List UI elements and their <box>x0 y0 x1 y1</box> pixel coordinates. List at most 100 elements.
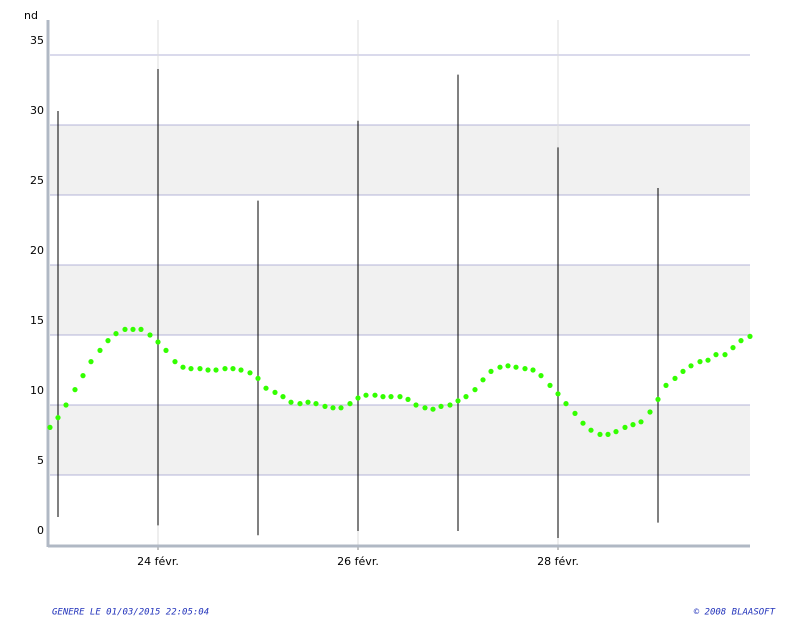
data-dot <box>597 431 603 437</box>
data-dot <box>672 375 678 381</box>
data-dot <box>272 389 278 395</box>
data-dot <box>488 368 494 374</box>
data-dot <box>130 326 136 332</box>
grid-band <box>50 125 750 195</box>
data-dot <box>497 364 503 370</box>
data-dot <box>105 338 111 344</box>
data-dot <box>580 420 586 426</box>
data-dot <box>705 357 711 363</box>
data-dot <box>713 352 719 358</box>
data-dot <box>205 367 211 373</box>
data-dot <box>47 424 53 430</box>
data-dot <box>630 422 636 428</box>
data-dot <box>572 410 578 416</box>
data-dot <box>647 409 653 415</box>
data-dot <box>522 366 528 372</box>
y-tick-label: 25 <box>30 174 44 187</box>
data-dot <box>438 403 444 409</box>
data-dot <box>388 394 394 400</box>
data-dot <box>63 402 69 408</box>
y-tick-label: 20 <box>30 244 44 257</box>
data-dot <box>513 364 519 370</box>
data-dot <box>655 396 661 402</box>
data-dot <box>455 398 461 404</box>
data-dot <box>413 402 419 408</box>
footer-left: GENERE LE 01/03/2015 22:05:04 <box>52 608 209 618</box>
data-dot <box>138 326 144 332</box>
data-dot <box>722 352 728 358</box>
data-dot <box>463 394 469 400</box>
data-dot <box>97 347 103 353</box>
y-tick-label: 5 <box>37 454 44 467</box>
data-dot <box>530 367 536 373</box>
data-dot <box>505 363 511 369</box>
data-dot <box>313 401 319 407</box>
data-dot <box>122 326 128 332</box>
data-dot <box>555 391 561 397</box>
data-dot <box>155 339 161 345</box>
y-axis-label: nd <box>24 9 38 22</box>
data-dot <box>680 368 686 374</box>
data-dot <box>322 403 328 409</box>
data-dot <box>197 366 203 372</box>
data-dot <box>363 392 369 398</box>
data-dot <box>613 429 619 435</box>
data-dot <box>55 415 61 421</box>
x-tick-label: 28 févr. <box>537 555 579 568</box>
data-dot <box>588 427 594 433</box>
x-tick-label: 24 févr. <box>137 555 179 568</box>
data-dot <box>330 405 336 411</box>
y-tick-label: 30 <box>30 104 44 117</box>
data-dot <box>638 419 644 425</box>
data-dot <box>163 347 169 353</box>
data-dot <box>288 399 294 405</box>
data-dot <box>88 359 94 365</box>
data-dot <box>263 385 269 391</box>
data-dot <box>397 394 403 400</box>
data-dot <box>180 364 186 370</box>
data-dot <box>238 367 244 373</box>
data-dot <box>605 431 611 437</box>
data-dot <box>663 382 669 388</box>
grid-band <box>50 405 750 475</box>
data-dot <box>247 370 253 376</box>
y-tick-label: 15 <box>30 314 44 327</box>
data-dot <box>213 367 219 373</box>
data-dot <box>305 399 311 405</box>
data-dot <box>222 366 228 372</box>
data-dot <box>405 396 411 402</box>
data-dot <box>113 331 119 337</box>
data-dot <box>297 401 303 407</box>
y-tick-label: 35 <box>30 34 44 47</box>
footer-right: © 2008 BLAASOFT <box>694 608 776 618</box>
data-dot <box>255 375 261 381</box>
data-dot <box>538 373 544 379</box>
data-dot <box>347 401 353 407</box>
data-dot <box>188 366 194 372</box>
data-dot <box>730 345 736 351</box>
data-dot <box>472 387 478 393</box>
data-dot <box>80 373 86 379</box>
y-tick-label: 10 <box>30 384 44 397</box>
data-dot <box>747 333 753 339</box>
data-dot <box>172 359 178 365</box>
data-dot <box>422 405 428 411</box>
data-dot <box>622 424 628 430</box>
data-dot <box>280 394 286 400</box>
data-dot <box>147 332 153 338</box>
data-dot <box>372 392 378 398</box>
data-dot <box>547 382 553 388</box>
data-dot <box>563 401 569 407</box>
data-dot <box>447 402 453 408</box>
data-dot <box>355 395 361 401</box>
data-dot <box>738 338 744 344</box>
y-tick-label: 0 <box>37 524 44 537</box>
data-dot <box>380 394 386 400</box>
data-dot <box>338 405 344 411</box>
data-dot <box>480 377 486 383</box>
x-tick-label: 26 févr. <box>337 555 379 568</box>
data-dot <box>697 359 703 365</box>
data-dot <box>72 387 78 393</box>
